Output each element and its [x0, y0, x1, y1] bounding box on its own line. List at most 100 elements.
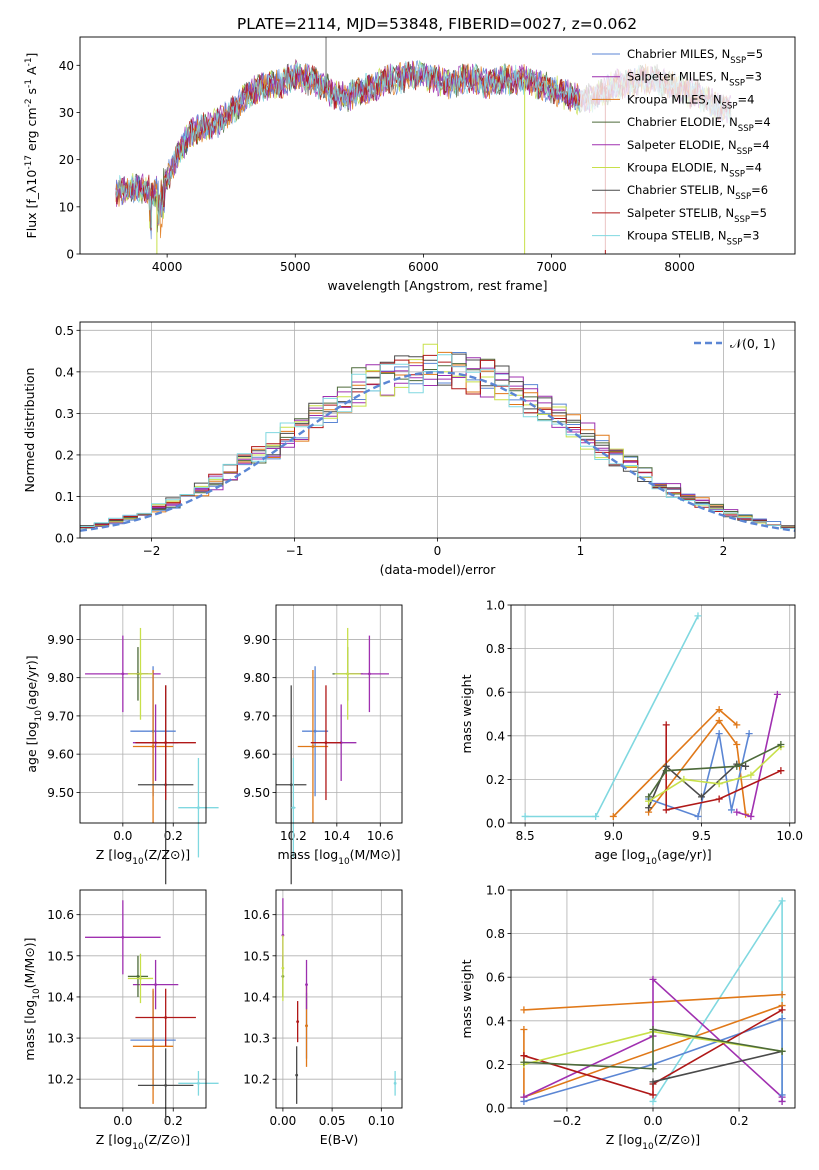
weight-marker [520, 1006, 528, 1014]
errorbar-marker [164, 1083, 168, 1087]
weight-marker [715, 706, 723, 714]
errorbar-marker [393, 1081, 397, 1085]
errorbar-marker [151, 745, 155, 748]
plot-area-mass_vs_ebv [281, 898, 397, 1104]
axes-frame [510, 604, 796, 824]
weight-marker [521, 812, 529, 820]
x-tick-label: 7000 [536, 260, 567, 274]
y-tick-label: 0.0 [486, 1102, 505, 1116]
errorbar-marker [281, 933, 285, 937]
weight-marker [778, 1091, 786, 1099]
weight-marker [745, 730, 753, 738]
errorbar-point [291, 757, 296, 858]
y-tick-label: 0.0 [55, 532, 74, 546]
errorbar-point [334, 627, 361, 720]
weight-marker [520, 1052, 528, 1060]
errorbar-marker [295, 1073, 299, 1077]
weight-marker [649, 1078, 657, 1086]
y-axis-label: mass [log10(M/M⊙)] [22, 937, 42, 1060]
errorbar-marker [368, 672, 371, 676]
errorbar-point [393, 1070, 397, 1096]
weight-line [523, 1009, 783, 1096]
weight-marker [592, 812, 600, 820]
y-tick-label: 0.1 [55, 490, 74, 504]
errorbar-point [295, 1046, 299, 1104]
plot-area-mass_vs_Z [85, 900, 219, 1123]
y-tick-label: 0.8 [486, 642, 505, 656]
weight-marker [698, 793, 706, 801]
legend-entry: Kroupa ELODIE, NSSP=4 [627, 161, 762, 180]
errorbar-point [85, 900, 161, 975]
weight-line [647, 719, 747, 815]
x-tick-label: 10.6 [367, 829, 394, 843]
weight-marker [733, 762, 741, 770]
weight-marker [777, 741, 785, 749]
errorbar-marker [121, 672, 125, 676]
legend-frame [580, 44, 793, 250]
errorbar-point [178, 1070, 219, 1096]
x-tick-label: 0.05 [319, 1114, 346, 1128]
y-tick-label: 40 [59, 59, 74, 73]
weight-marker [649, 1091, 657, 1099]
x-tick-label: 1 [577, 544, 585, 558]
errorbar-point [127, 953, 154, 1004]
errorbar-marker [197, 806, 200, 810]
y-tick-label: 30 [59, 106, 74, 120]
x-tick-label: −0.2 [552, 1114, 581, 1128]
errorbar-point [310, 685, 342, 801]
panel-residuals: −2 −1 0 1 2 0.0 0.1 0.2 0.3 0.4 0.5 (data-model)/er… [22, 321, 796, 577]
panel-mass_vs_ebv: 0.00 0.05 0.10 10.2 10.3 10.4 10.5 10.6 E(B-V) [243, 889, 403, 1147]
grid-mass_vs_ebv [276, 890, 402, 1108]
errorbar-point [281, 935, 285, 1002]
weight-marker [778, 1015, 786, 1023]
weight-line [523, 1028, 783, 1070]
plot-area-residuals [79, 343, 796, 532]
weight-marker [747, 771, 755, 779]
y-tick-label: 0.3 [55, 407, 74, 421]
y-tick-label: 0.2 [486, 1058, 505, 1072]
errorbar-point [127, 627, 154, 720]
weight-line [647, 743, 782, 798]
x-axis-label: (data-model)/error [380, 562, 497, 577]
x-tick-label: 9.5 [692, 829, 711, 843]
plot-area-age_vs_mass [276, 627, 389, 885]
grid-age_vs_Z [80, 605, 206, 823]
x-tick-label: 0.2 [164, 829, 183, 843]
y-tick-label: 0.4 [486, 1014, 505, 1028]
errorbar-point [302, 666, 329, 797]
y-tick-label: 10 [59, 200, 74, 214]
y-tick-label: 9.70 [47, 709, 74, 723]
x-tick-label: 5000 [280, 260, 311, 274]
histogram-kroupa-stelib [80, 354, 795, 529]
panel-mass_vs_Z: 0.0 0.2 10.2 10.3 10.4 10.5 10.6 Z [log10(Z/Z⊙)… [22, 889, 219, 1152]
errorbar-point [135, 988, 196, 1047]
errorbar-marker [139, 977, 142, 980]
y-tick-label: 0.8 [486, 927, 505, 941]
errorbar-point [296, 1001, 300, 1043]
x-tick-label: −1 [286, 544, 304, 558]
y-tick-label: 10.5 [47, 949, 74, 963]
panel-weight_vs_age: 8.5 9.0 9.5 10.0 0.0 0.2 0.4 0.6 0.8 1.0 age [log1… [459, 599, 803, 868]
y-tick-label: 0.0 [486, 817, 505, 831]
weight-line [612, 708, 738, 818]
y-tick-label: 9.70 [243, 709, 270, 723]
weight-marker [778, 1006, 786, 1014]
weight-marker [747, 812, 755, 820]
gaussian-curve [79, 371, 796, 532]
weight-marker [778, 1097, 786, 1105]
legend-entry: Salpeter ELODIE, NSSP=4 [627, 138, 770, 157]
y-tick-label: 20 [59, 153, 74, 167]
errorbar-marker [281, 966, 285, 970]
legend-entry: Chabrier STELIB, NSSP=6 [627, 183, 768, 202]
axes-frame [275, 889, 403, 1109]
y-axis-label: mass weight [459, 959, 474, 1038]
errorbar-marker [136, 974, 140, 978]
weight-marker [520, 1058, 528, 1066]
errorbar-marker [324, 741, 328, 745]
weight-marker [609, 812, 617, 820]
weight-marker [645, 804, 653, 812]
errorbar-marker [311, 745, 315, 748]
x-tick-label: 6000 [408, 260, 439, 274]
errorbar-marker [291, 806, 295, 810]
